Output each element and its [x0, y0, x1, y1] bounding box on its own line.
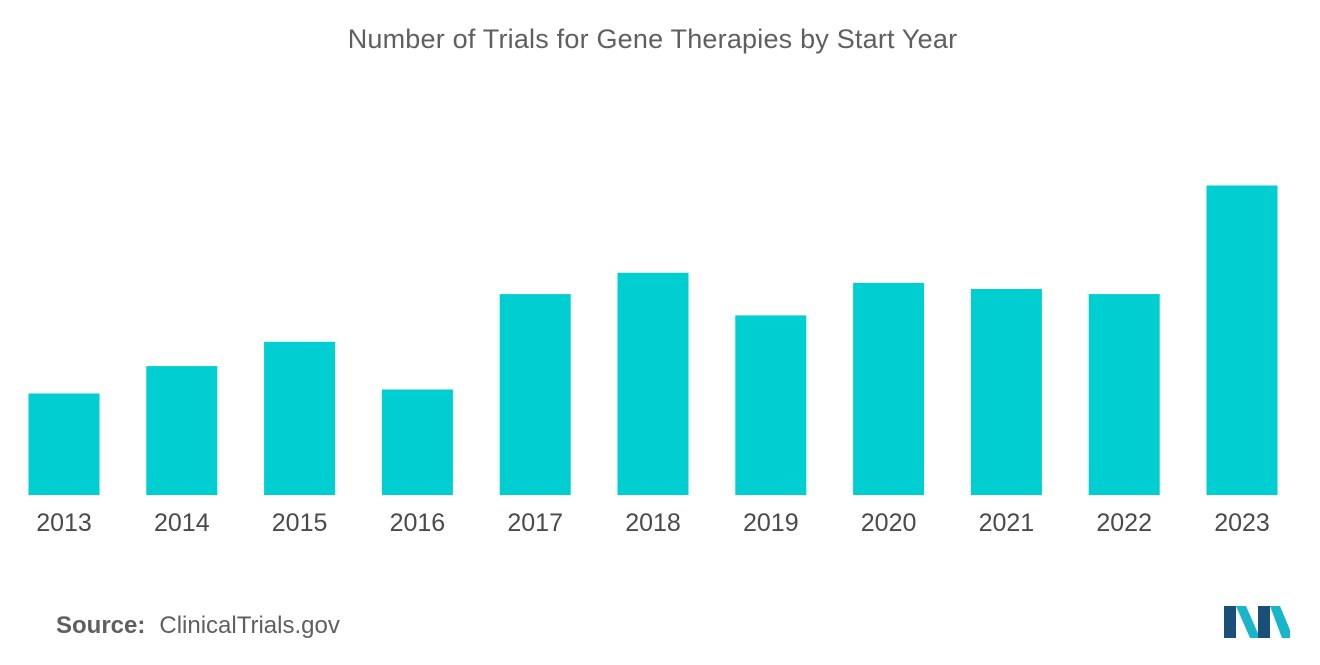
x-tick-label: 2016 — [390, 509, 446, 537]
x-tick-label: 2020 — [861, 509, 917, 537]
bar-2022 — [1088, 294, 1160, 495]
bar-2019 — [735, 315, 807, 495]
bar-2023 — [1206, 185, 1278, 495]
x-tick-label: 2017 — [507, 509, 563, 537]
bar-2018 — [617, 272, 689, 495]
bar-2016 — [381, 389, 453, 495]
bar-2017 — [499, 294, 571, 495]
x-tick-label: 2018 — [625, 509, 681, 537]
x-tick-label: 2022 — [1096, 509, 1152, 537]
bar-2013 — [28, 393, 100, 495]
source-note: Source: ClinicalTrials.gov — [56, 612, 340, 640]
mordor-intelligence-logo-icon — [1224, 606, 1290, 638]
bar-2020 — [853, 282, 925, 495]
source-label: Source: — [56, 612, 146, 639]
x-tick-label: 2014 — [154, 509, 210, 537]
bar-2015 — [264, 341, 336, 495]
bar-2021 — [970, 289, 1042, 495]
bar-2014 — [146, 366, 218, 495]
source-text: ClinicalTrials.gov — [159, 612, 340, 639]
x-tick-label: 2023 — [1214, 509, 1270, 537]
chart-title: Number of Trials for Gene Therapies by S… — [347, 24, 958, 54]
x-tick-label: 2019 — [743, 509, 799, 537]
x-tick-label: 2013 — [36, 509, 92, 537]
x-tick-label: 2021 — [979, 509, 1035, 537]
bar-chart: 2013 2014 2015 2016 2017 2018 2019 2020 2021 2022… — [28, 185, 1278, 537]
x-tick-label: 2015 — [272, 509, 328, 537]
